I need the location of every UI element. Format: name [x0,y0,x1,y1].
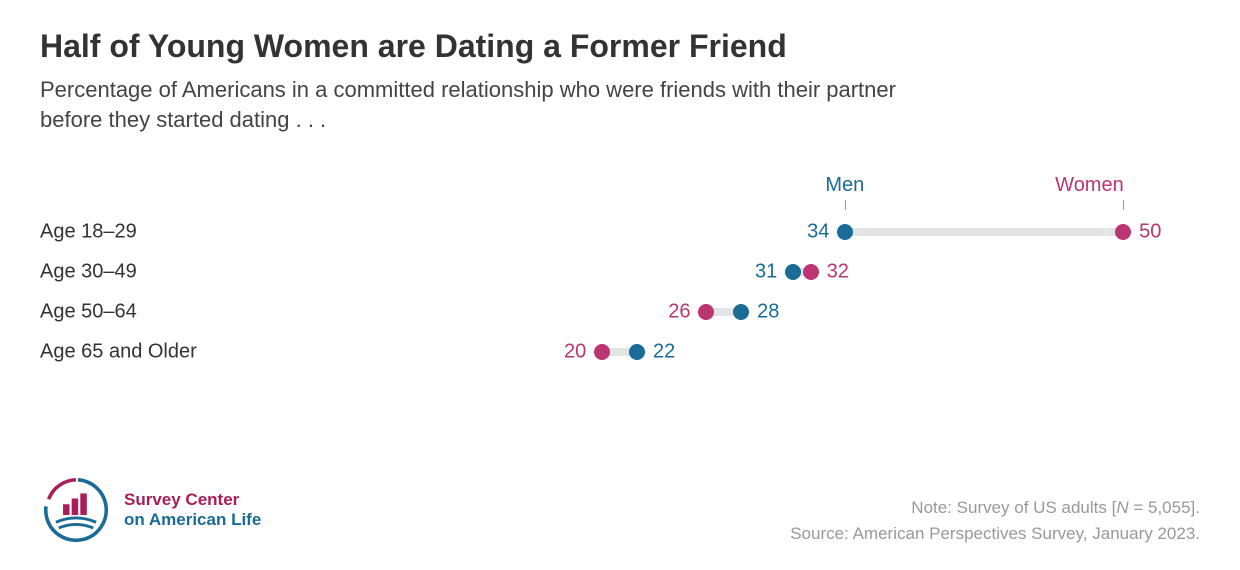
logo-line-1: Survey Center [124,490,261,510]
legend-tick-women [1123,200,1124,210]
chart-row: Age 50–64 28 26 [40,292,1200,332]
credit-source: Source: American Perspectives Survey, Ja… [790,521,1200,547]
data-dot-men [733,304,749,320]
chart-footer: Survey Center on American Life Note: Sur… [40,474,1200,546]
data-dot-women [698,304,714,320]
chart-row: Age 18–29 34 50 [40,212,1200,252]
data-value-women: 50 [1139,221,1161,244]
legend-tick-men [845,200,846,210]
data-dot-women [803,264,819,280]
chart-title: Half of Young Women are Dating a Former … [40,28,1200,65]
data-value-men: 28 [757,301,779,324]
data-value-men: 31 [755,261,777,284]
chart-credits: Note: Survey of US adults [N = 5,055]. S… [790,495,1200,546]
chart-subtitle: Percentage of Americans in a committed r… [40,75,940,134]
data-dot-men [629,344,645,360]
legend-label-men: Men [825,174,864,197]
row-label: Age 50–64 [40,301,137,324]
publisher-logo: Survey Center on American Life [40,474,261,546]
data-dot-men [785,264,801,280]
data-value-men: 34 [807,221,829,244]
chart-row: Age 30–49 31 32 [40,252,1200,292]
connector-track [845,228,1123,236]
data-value-women: 26 [668,301,690,324]
logo-text: Survey Center on American Life [124,490,261,529]
dot-plot-chart: Men Women Age 18–29 34 50 Age 30–49 31 32 Age 50… [40,174,1200,414]
chart-row: Age 65 and Older 22 20 [40,332,1200,372]
row-label: Age 30–49 [40,261,137,284]
logo-icon [40,474,112,546]
data-value-women: 20 [564,341,586,364]
data-dot-women [1115,224,1131,240]
data-dot-men [837,224,853,240]
credit-note: Note: Survey of US adults [N = 5,055]. [790,495,1200,521]
legend-label-women: Women [1055,174,1124,197]
logo-line-2: on American Life [124,510,261,530]
data-dot-women [594,344,610,360]
row-label: Age 65 and Older [40,341,197,364]
data-value-women: 32 [827,261,849,284]
data-value-men: 22 [653,341,675,364]
row-label: Age 18–29 [40,221,137,244]
